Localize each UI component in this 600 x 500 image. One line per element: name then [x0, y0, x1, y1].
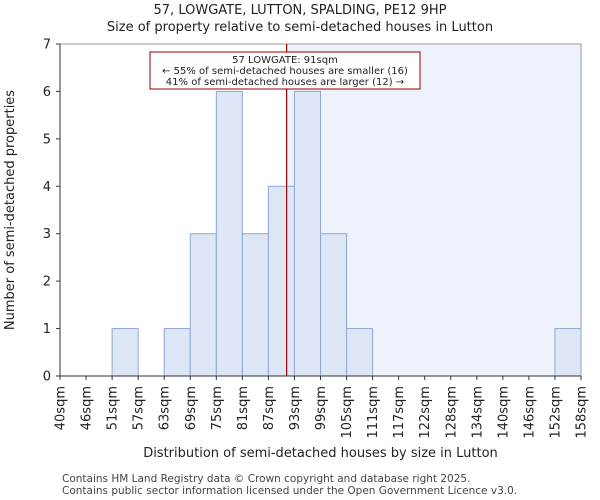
annotation-box [149, 51, 421, 90]
histogram-bar [293, 90, 322, 377]
histogram-bar [163, 328, 191, 377]
x-tick-label: 93sqm [288, 386, 303, 430]
histogram-bar [554, 328, 582, 377]
x-axis-title: Distribution of semi-detached houses by … [143, 446, 498, 461]
footer-licence: Contains public sector information licen… [62, 485, 518, 497]
x-tick-label: 140sqm [496, 386, 511, 439]
x-tick-label: 111sqm [366, 386, 381, 439]
histogram-bar [189, 233, 217, 377]
histogram-bar [241, 233, 269, 377]
annotation-label: 57 LOWGATE: 91sqm [232, 55, 338, 66]
y-tick-label: 0 [43, 370, 51, 385]
histogram-bar [320, 233, 348, 377]
x-tick-label: 152sqm [548, 386, 563, 439]
histogram-bar [346, 328, 374, 377]
x-tick-label: 99sqm [314, 386, 329, 430]
x-tick-label: 75sqm [210, 386, 225, 430]
histogram-bar [215, 90, 243, 377]
chart-subtitle: Size of property relative to semi-detach… [106, 20, 494, 35]
histogram-bar [267, 185, 295, 377]
x-tick-label: 63sqm [158, 386, 173, 430]
x-tick-label: 128sqm [444, 386, 459, 439]
annotation-larger: 41% of semi-detached houses are larger (… [166, 77, 404, 88]
x-tick-label: 134sqm [470, 386, 485, 439]
y-tick-label: 4 [43, 180, 51, 195]
y-tick-label: 6 [43, 85, 51, 100]
x-tick-label: 40sqm [54, 386, 69, 430]
y-tick-label: 5 [43, 132, 51, 147]
x-tick-label: 105sqm [340, 386, 355, 439]
annotation-smaller: ← 55% of semi-detached houses are smalle… [162, 66, 408, 77]
chart-title: 57, LOWGATE, LUTTON, SPALDING, PE12 9HP [153, 3, 447, 18]
x-tick-label: 81sqm [236, 386, 251, 430]
x-tick-label: 122sqm [418, 386, 433, 439]
y-tick-label: 3 [43, 227, 51, 242]
x-tick-label: 158sqm [575, 386, 590, 439]
x-tick-label: 46sqm [80, 386, 95, 430]
y-tick-label: 1 [43, 322, 51, 337]
footer-copyright: Contains HM Land Registry data © Crown c… [62, 473, 471, 485]
x-tick-label: 57sqm [132, 386, 147, 430]
y-axis-title: Number of semi-detached properties [3, 90, 18, 330]
x-tick-label: 87sqm [262, 386, 277, 430]
x-tick-label: 117sqm [392, 386, 407, 439]
y-tick-label: 2 [43, 275, 51, 290]
x-tick-label: 146sqm [522, 386, 537, 439]
x-tick-label: 51sqm [106, 386, 121, 430]
y-tick-label: 7 [43, 38, 51, 53]
histogram-bar [111, 328, 139, 377]
x-tick-label: 69sqm [184, 386, 199, 430]
